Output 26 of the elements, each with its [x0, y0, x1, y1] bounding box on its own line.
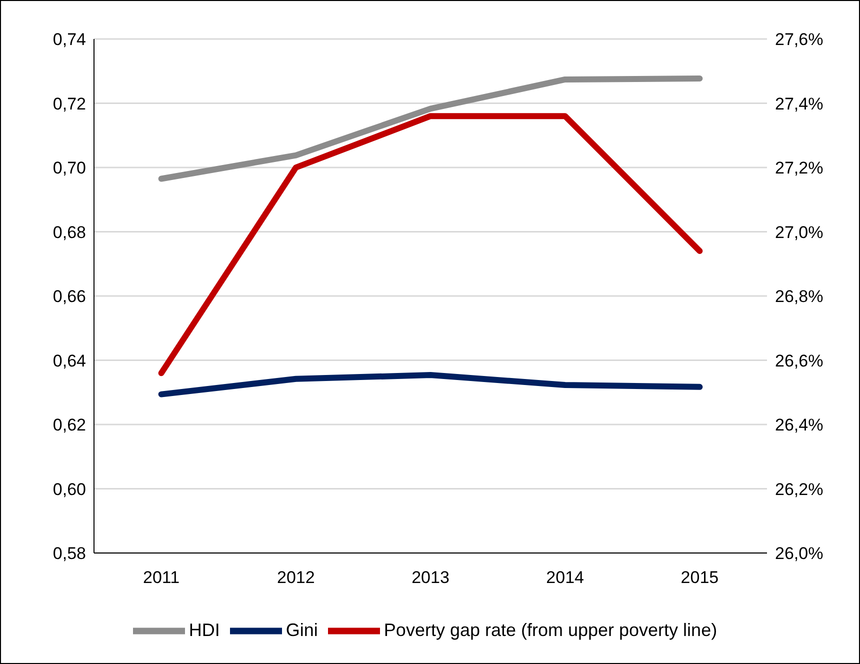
y-tick-label: 0,74 — [52, 30, 86, 50]
x-tick-label: 2013 — [412, 568, 450, 588]
y2-tick-label: 26,6% — [775, 351, 824, 370]
y-tick-label: 0,58 — [52, 544, 86, 564]
y2-tick-label: 27,2% — [775, 158, 824, 178]
y2-tick-label: 26,0% — [775, 544, 824, 564]
y2-tick-label: 26,2% — [775, 480, 824, 499]
x-tick-label: 2015 — [680, 568, 719, 588]
y-tick-label: 0,60 — [52, 480, 86, 499]
y2-tick-label: 27,0% — [775, 222, 824, 242]
y2-tick-label: 26,4% — [775, 416, 824, 435]
x-tick-label: 2011 — [143, 568, 180, 588]
legend-label: HDI — [188, 620, 220, 640]
y-tick-label: 0,68 — [52, 222, 86, 242]
y-tick-label: 0,72 — [52, 94, 86, 114]
legend-label: Poverty gap rate (from upper poverty line) — [384, 620, 718, 640]
y2-tick-label: 27,4% — [775, 94, 824, 114]
y-tick-label: 0,64 — [52, 351, 86, 370]
y2-tick-label: 26,8% — [775, 287, 824, 306]
y-tick-label: 0,66 — [52, 287, 86, 306]
legend-label: Gini — [286, 620, 318, 640]
y-tick-label: 0,62 — [52, 416, 86, 435]
y2-tick-label: 27,6% — [775, 30, 824, 50]
x-tick-label: 2014 — [546, 568, 584, 588]
y-tick-label: 0,70 — [52, 158, 86, 178]
x-tick-label: 2012 — [276, 568, 315, 588]
